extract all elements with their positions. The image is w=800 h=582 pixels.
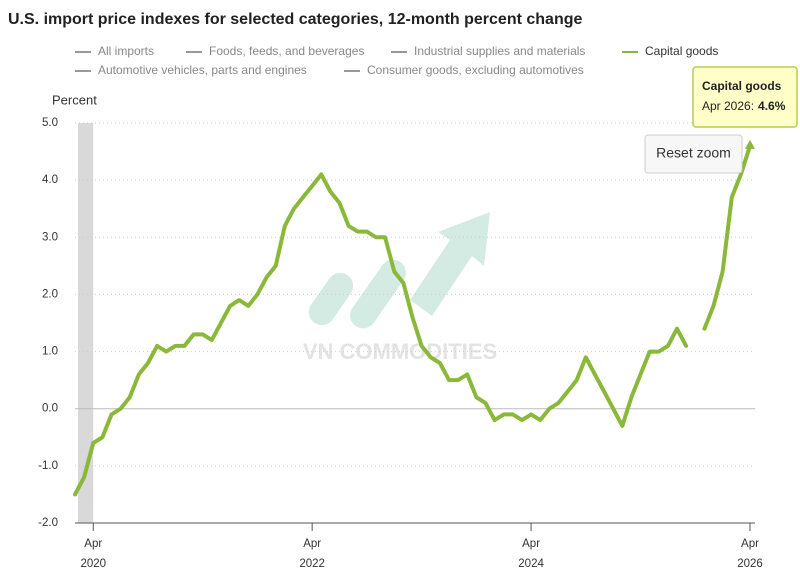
series-line bbox=[73, 143, 752, 497]
y-tick-label: -2.0 bbox=[38, 517, 58, 529]
legend-label[interactable]: Industrial supplies and materials bbox=[414, 44, 585, 58]
reset-zoom-button[interactable] bbox=[644, 134, 743, 174]
tooltip-title: Capital goods bbox=[702, 79, 782, 93]
y-tick-label: 0.0 bbox=[42, 403, 58, 415]
x-tick-year: 2026 bbox=[737, 558, 763, 570]
legend-label[interactable]: All imports bbox=[98, 44, 154, 58]
tooltip-value: Apr 2026: 4.6% bbox=[702, 99, 786, 113]
y-tick-label: 4.0 bbox=[42, 174, 58, 186]
y-axis-label: Percent bbox=[52, 92, 97, 107]
y-tick-label: 5.0 bbox=[42, 117, 58, 129]
x-tick-label: Apr bbox=[741, 538, 759, 550]
watermark-arrow bbox=[410, 212, 490, 316]
y-tick-label: 1.0 bbox=[42, 346, 58, 358]
tooltip-number: 4.6% bbox=[758, 99, 786, 113]
x-tick-year: 2020 bbox=[80, 558, 106, 570]
legend-label[interactable]: Automotive vehicles, parts and engines bbox=[98, 63, 307, 77]
y-tick-label: 2.0 bbox=[42, 288, 58, 300]
hover-marker bbox=[745, 139, 755, 149]
legend-label[interactable]: Consumer goods, excluding automotives bbox=[367, 63, 584, 77]
x-tick-label: Apr bbox=[522, 538, 540, 550]
tooltip-label: Apr 2026: bbox=[702, 99, 754, 113]
y-tick-label: -1.0 bbox=[38, 460, 58, 472]
reset-zoom-label: Reset zoom bbox=[656, 145, 731, 161]
x-tick-year: 2024 bbox=[518, 558, 544, 570]
legend-label[interactable]: Capital goods bbox=[645, 44, 718, 58]
y-tick-label: 3.0 bbox=[42, 231, 58, 243]
x-tick-year: 2022 bbox=[299, 558, 325, 570]
legend-label[interactable]: Foods, feeds, and beverages bbox=[209, 44, 364, 58]
recession-band bbox=[78, 123, 94, 523]
watermark-shape bbox=[308, 272, 354, 326]
watermark-shape bbox=[350, 259, 406, 329]
watermark: VN COMMODITIES bbox=[303, 212, 497, 364]
x-tick-label: Apr bbox=[303, 538, 321, 550]
tooltip-box bbox=[692, 66, 798, 128]
x-tick-label: Apr bbox=[84, 538, 102, 550]
chart-title: U.S. import price indexes for selected c… bbox=[8, 11, 582, 28]
